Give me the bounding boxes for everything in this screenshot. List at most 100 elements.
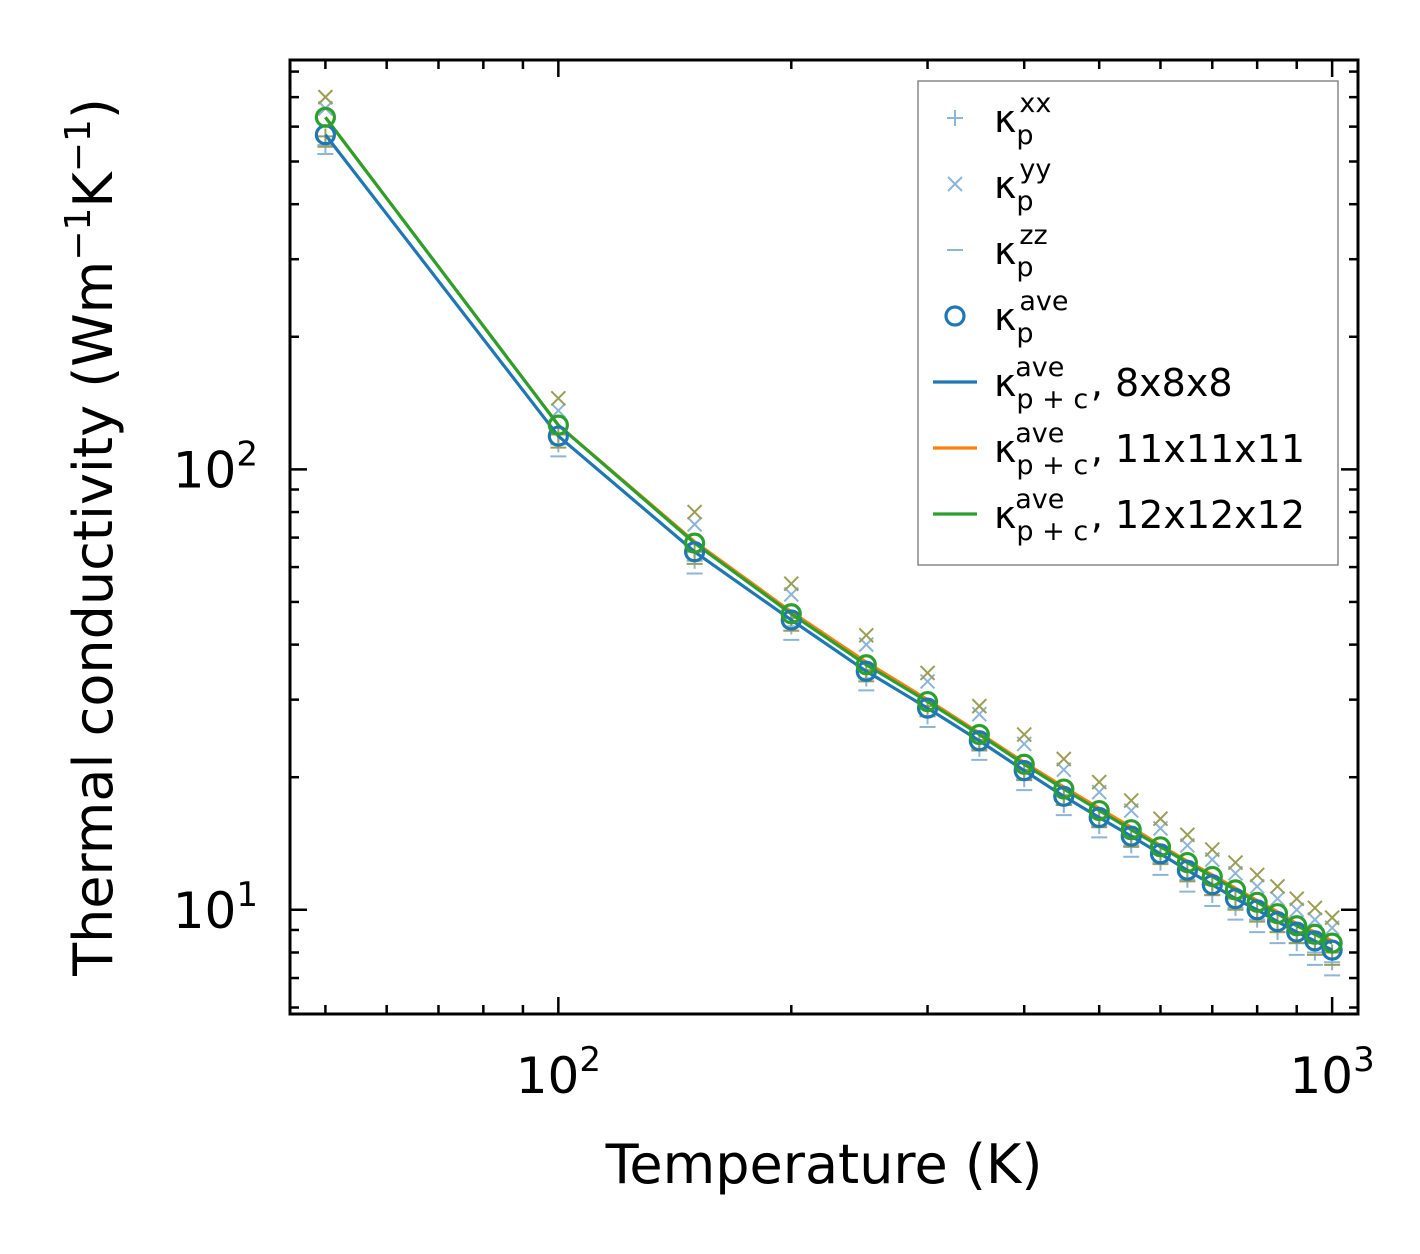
data-point: [1056, 751, 1072, 767]
data-point: [547, 425, 569, 447]
legend-marker: [944, 305, 966, 327]
data-point: [1013, 753, 1035, 775]
data-point: [1016, 726, 1032, 743]
legend-entry: κpxx: [947, 88, 1051, 151]
data-point: [1120, 819, 1142, 841]
legend-suffix: , 11x11x11: [1091, 427, 1305, 471]
data-point: [1179, 827, 1196, 843]
legend-subscript: p: [1016, 318, 1033, 349]
y-axis-label: Thermal conductivity (Wm−1K−1): [58, 98, 125, 977]
legend-superscript: ave: [1015, 418, 1064, 449]
y-tick-label: 101: [173, 875, 258, 940]
data-point: [1266, 911, 1289, 933]
series-line: [324, 133, 1333, 952]
data-point: [1227, 865, 1244, 882]
data-point: [1224, 879, 1247, 901]
data-point: [1246, 899, 1268, 921]
series-line-undefined-6: [324, 133, 1333, 952]
legend-suffix: , 12x12x12: [1091, 493, 1305, 537]
data-point: [916, 690, 939, 713]
data-point: [1204, 841, 1220, 858]
data-point: [547, 414, 569, 436]
x-axis-label: Temperature (K): [605, 1133, 1043, 1196]
data-point: [1088, 799, 1110, 822]
legend-marker: [947, 176, 963, 192]
legend-entry: κp + cave , 11x11x11: [933, 418, 1305, 481]
data-point: [1176, 851, 1198, 874]
legend-label: κp + cave , 8x8x8: [994, 352, 1233, 415]
data-point: [1227, 854, 1244, 871]
series-line-undefined-7: [324, 116, 1333, 943]
series-marker-x-4: [317, 89, 1340, 926]
data-point: [1013, 760, 1035, 782]
data-point: [968, 730, 990, 752]
data-point: [684, 541, 706, 563]
data-point: [1123, 792, 1139, 809]
data-point: [1152, 811, 1169, 827]
y-axis-label-prefix: Thermal conductivity (Wm: [62, 261, 125, 977]
y-tick-label-base: 10: [173, 882, 237, 940]
legend-superscript: ave: [1015, 352, 1064, 383]
legend-superscript: yy: [1019, 154, 1051, 185]
legend-entry: κpzz: [947, 220, 1048, 283]
data-point: [317, 89, 334, 105]
y-tick-label: 102: [173, 434, 258, 499]
data-point: [1249, 878, 1265, 895]
data-point: [314, 106, 337, 128]
series-marker-dash-2: [317, 152, 1341, 977]
data-point: [916, 697, 939, 719]
legend-subscript: p: [1016, 252, 1033, 283]
legend-label: κpzz: [994, 220, 1048, 283]
data-point: [550, 402, 567, 419]
data-point: [1149, 843, 1172, 865]
data-point: [1091, 774, 1107, 790]
data-point: [919, 665, 936, 681]
legend-box: [917, 80, 1339, 566]
data-point: [1149, 836, 1172, 858]
y-tick-label-exp: 2: [236, 434, 258, 474]
data-point: [1120, 825, 1142, 847]
legend-subscript: p + c: [1016, 384, 1088, 415]
data-point: [1324, 909, 1340, 926]
legend-symbol: κ: [994, 361, 1016, 405]
data-point: [1053, 778, 1075, 800]
legend-superscript: xx: [1019, 88, 1051, 119]
data-point: [1088, 806, 1110, 829]
data-point: [550, 390, 567, 406]
legend-suffix: , 8x8x8: [1091, 361, 1233, 405]
legend-label: κp + cave , 11x11x11: [994, 418, 1305, 481]
data-point: [1266, 903, 1289, 925]
data-point: [1201, 865, 1223, 888]
data-point: [968, 723, 990, 746]
data-point: [1289, 902, 1305, 918]
legend-subscript: p: [1016, 120, 1033, 151]
legend-symbol: κ: [994, 163, 1016, 207]
legend-symbol: κ: [994, 229, 1016, 273]
legend-symbol: κ: [994, 493, 1016, 537]
data-point: [1304, 923, 1326, 945]
data-point: [684, 532, 706, 554]
legend-superscript: zz: [1019, 220, 1047, 251]
x-tick-label-exp: 2: [579, 1040, 601, 1080]
legend-symbol: κ: [994, 427, 1016, 471]
data-point: [783, 576, 799, 592]
y-tick-label-exp: 1: [236, 875, 258, 915]
legend-label: κpyy: [994, 154, 1051, 217]
y-axis-label-mid: K: [62, 171, 125, 208]
y-axis-label-sup2: −1: [58, 119, 99, 172]
data-point: [1321, 939, 1343, 961]
legend-subscript: p: [1016, 186, 1033, 217]
data-point: [1286, 915, 1308, 937]
data-point: [1269, 878, 1286, 895]
legend-label: κp + cave , 12x12x12: [994, 484, 1305, 547]
x-tick-label-base: 10: [516, 1047, 580, 1105]
data-point: [1249, 867, 1265, 883]
x-tick-label-base: 10: [1290, 1047, 1354, 1105]
legend-label: κpave: [994, 286, 1068, 349]
plot-clip-group: [314, 89, 1343, 977]
data-point: [1176, 859, 1198, 881]
x-tick-label-exp: 3: [1353, 1040, 1375, 1080]
